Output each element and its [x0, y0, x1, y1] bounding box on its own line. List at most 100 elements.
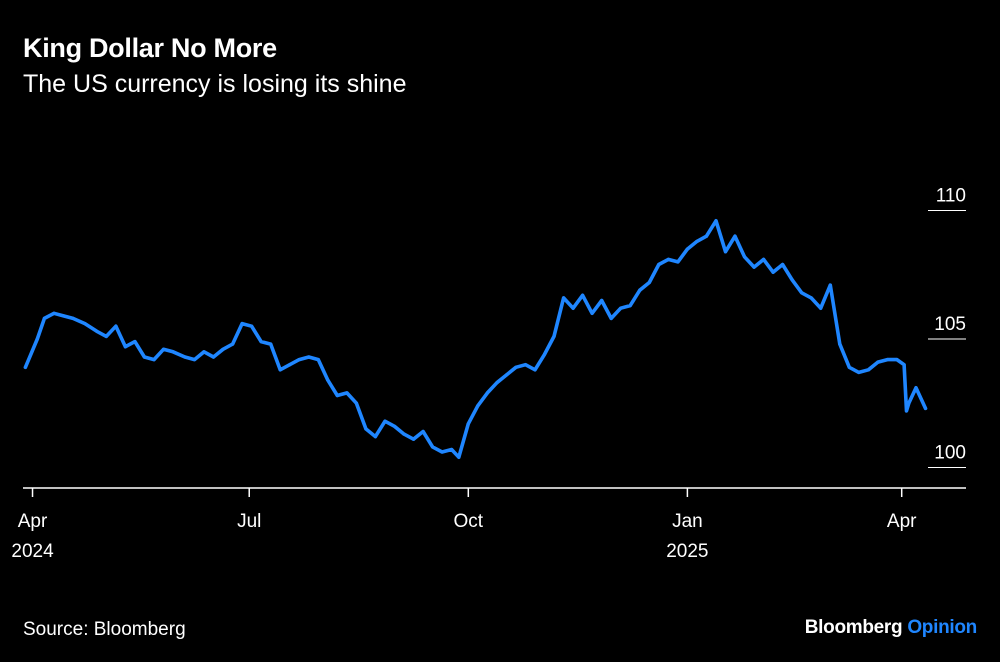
data-point: [838, 342, 842, 346]
data-point: [440, 450, 444, 454]
data-point: [104, 334, 108, 338]
data-point: [23, 365, 27, 369]
data-point: [923, 406, 928, 410]
data-point: [278, 368, 282, 372]
data-point: [421, 429, 425, 434]
x-tick-label: Jul: [237, 511, 261, 532]
data-point: [123, 345, 127, 349]
data-point: [685, 247, 690, 251]
data-point: [211, 355, 216, 359]
data-point: [476, 404, 480, 408]
data-point: [790, 278, 794, 282]
data-point: [571, 306, 575, 310]
data-point: [666, 257, 670, 261]
data-point: [250, 324, 254, 328]
data-point: [450, 447, 454, 452]
data-point: [857, 370, 861, 374]
data-point: [514, 365, 518, 369]
data-point: [600, 298, 604, 303]
data-point: [885, 358, 890, 362]
data-point: [171, 350, 175, 354]
data-point: [914, 386, 918, 390]
x-tick-label: Oct: [454, 511, 484, 532]
data-point: [52, 311, 56, 315]
x-tick-year-label: 2024: [11, 541, 54, 562]
y-axis: 100 105 110: [928, 186, 966, 468]
data-point: [61, 314, 66, 318]
data-point: [259, 340, 263, 344]
data-point: [192, 358, 197, 362]
data-point: [809, 296, 813, 300]
y-tick-label: 105: [934, 314, 966, 335]
data-point: [364, 427, 368, 431]
data-point: [345, 391, 349, 395]
series-layer: [23, 219, 928, 460]
data-point: [676, 260, 680, 264]
data-point: [383, 419, 387, 423]
data-point: [288, 363, 292, 367]
x-tick-label: Apr: [887, 511, 917, 532]
data-point: [152, 358, 156, 362]
data-point: [114, 324, 118, 328]
data-point: [552, 334, 556, 338]
brand-accent: Opinion: [907, 617, 977, 638]
data-point: [695, 239, 699, 243]
data-point: [828, 283, 832, 287]
data-point: [581, 293, 585, 297]
data-point: [895, 358, 899, 362]
data-point: [297, 358, 301, 362]
data-point: [221, 347, 225, 351]
data-point: [542, 352, 547, 356]
data-point: [619, 306, 623, 310]
chart-subtitle: The US currency is losing its shine: [23, 70, 407, 98]
data-point: [335, 393, 339, 398]
data-point: [657, 262, 661, 267]
data-point: [771, 270, 775, 274]
data-point: [402, 432, 406, 436]
data-point: [590, 311, 594, 315]
data-point: [800, 291, 804, 295]
data-point: [83, 322, 87, 326]
data-point: [240, 322, 244, 326]
data-point: [495, 381, 499, 385]
data-point: [902, 363, 906, 367]
brand-main: Bloomberg: [804, 617, 903, 638]
data-point: [907, 401, 911, 405]
data-point: [876, 360, 880, 364]
data-point: [752, 265, 756, 269]
data-point: [866, 368, 871, 372]
data-point: [504, 373, 508, 377]
data-point: [161, 347, 166, 351]
data-point: [307, 355, 311, 359]
data-point: [183, 355, 187, 359]
data-point: [485, 391, 489, 395]
data-point: [392, 424, 397, 428]
data-point: [71, 316, 75, 320]
data-point: [762, 257, 766, 261]
data-point: [714, 219, 718, 223]
data-point: [35, 337, 39, 341]
series-line: [23, 219, 928, 460]
data-point: [133, 340, 137, 344]
data-point: [354, 401, 358, 405]
data-point: [316, 358, 320, 362]
data-point: [609, 316, 613, 320]
data-point: [562, 296, 566, 300]
data-point: [781, 262, 785, 267]
data-point: [733, 234, 737, 238]
brand-logo: Bloomberg Opinion: [804, 617, 978, 639]
data-point: [638, 288, 642, 292]
x-tick-label: Apr: [18, 511, 48, 532]
data-point: [373, 435, 377, 439]
data-point: [819, 306, 823, 310]
data-point: [704, 234, 709, 238]
data-point: [431, 445, 435, 449]
data-point: [95, 329, 99, 333]
y-tick-label: 100: [934, 442, 966, 463]
data-point: [628, 304, 632, 308]
x-tick-year-label: 2025: [666, 541, 708, 562]
data-point: [847, 365, 851, 369]
data-point: [647, 280, 651, 285]
x-tick-label: Jan: [672, 511, 703, 532]
